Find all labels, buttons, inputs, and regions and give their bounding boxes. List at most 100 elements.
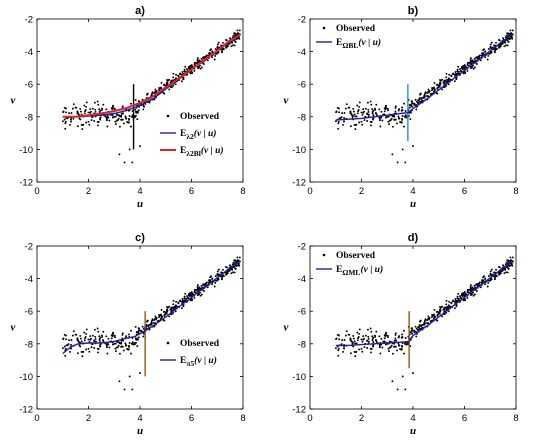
observed-point bbox=[494, 48, 497, 51]
observed-point bbox=[186, 68, 188, 71]
observed-point bbox=[372, 118, 375, 121]
observed-point bbox=[222, 268, 224, 271]
observed-point bbox=[369, 120, 372, 123]
observed-point bbox=[490, 41, 493, 44]
observed-point bbox=[384, 335, 387, 338]
observed-point bbox=[337, 349, 340, 352]
observed-point bbox=[414, 98, 417, 101]
observed-point bbox=[136, 118, 139, 121]
observed-point bbox=[151, 318, 154, 321]
observed-point bbox=[125, 344, 128, 347]
observed-point bbox=[409, 111, 412, 114]
observed-point bbox=[85, 348, 88, 351]
observed-point bbox=[80, 340, 83, 343]
observed-point bbox=[493, 51, 496, 54]
observed-point bbox=[403, 102, 405, 105]
observed-point bbox=[234, 33, 237, 35]
observed-point bbox=[371, 111, 374, 113]
observed-point bbox=[495, 41, 497, 44]
observed-point bbox=[408, 106, 411, 109]
observed-point bbox=[348, 106, 351, 109]
observed-point bbox=[498, 46, 500, 49]
observed-point bbox=[343, 347, 345, 350]
observed-point bbox=[498, 45, 501, 47]
observed-point bbox=[462, 72, 465, 75]
observed-point bbox=[350, 113, 353, 115]
observed-point bbox=[511, 256, 514, 259]
observed-point bbox=[136, 345, 139, 348]
observed-point bbox=[232, 271, 234, 274]
observed-point bbox=[419, 92, 422, 95]
observed-point bbox=[214, 281, 217, 284]
observed-point bbox=[447, 83, 450, 86]
observed-point bbox=[507, 40, 510, 43]
observed-point bbox=[130, 125, 132, 128]
observed-point bbox=[214, 275, 217, 278]
observed-point bbox=[158, 316, 160, 319]
observed-point bbox=[375, 330, 378, 333]
observed-point bbox=[437, 86, 440, 89]
observed-point bbox=[138, 327, 141, 330]
observed-point bbox=[355, 342, 358, 345]
observed-point bbox=[97, 330, 100, 333]
observed-point bbox=[343, 112, 346, 114]
x-tick-label: 2 bbox=[86, 413, 91, 424]
observed-point bbox=[236, 256, 239, 259]
observed-point bbox=[105, 335, 108, 338]
observed-point bbox=[98, 338, 101, 340]
observed-point bbox=[362, 335, 365, 338]
observed-point bbox=[406, 343, 409, 346]
observed-point bbox=[439, 309, 442, 312]
observed-point bbox=[237, 37, 240, 40]
observed-point bbox=[462, 294, 465, 297]
observed-point bbox=[94, 110, 97, 113]
observed-point bbox=[403, 352, 405, 355]
observed-point bbox=[116, 346, 119, 349]
observed-point bbox=[358, 348, 361, 351]
x-tick-label: 6 bbox=[189, 186, 194, 197]
observed-point bbox=[131, 342, 134, 344]
observed-point bbox=[90, 110, 92, 113]
observed-point bbox=[128, 148, 131, 151]
observed-point bbox=[148, 323, 151, 326]
observed-point bbox=[189, 294, 192, 297]
observed-point bbox=[394, 110, 397, 113]
observed-point bbox=[352, 107, 355, 110]
observed-point bbox=[200, 57, 203, 60]
observed-point bbox=[405, 116, 408, 119]
observed-point bbox=[358, 121, 361, 124]
observed-point bbox=[418, 324, 421, 327]
observed-point bbox=[343, 339, 346, 341]
observed-point bbox=[391, 352, 394, 355]
observed-point bbox=[80, 113, 83, 116]
observed-point bbox=[211, 56, 214, 59]
observed-point bbox=[184, 292, 187, 295]
observed-point bbox=[445, 76, 448, 79]
observed-point bbox=[366, 328, 369, 331]
observed-point bbox=[495, 268, 497, 271]
observed-point bbox=[102, 330, 105, 333]
observed-point bbox=[89, 335, 92, 338]
y-tick-label: -4 bbox=[298, 47, 306, 58]
plot-area bbox=[36, 18, 244, 183]
observed-point bbox=[355, 115, 358, 118]
observed-point bbox=[387, 347, 390, 350]
panel-title: c) bbox=[135, 232, 145, 244]
observed-point bbox=[387, 336, 389, 339]
y-tick-label: -12 bbox=[19, 405, 33, 416]
x-tick-label: 0 bbox=[307, 186, 312, 197]
observed-point bbox=[505, 44, 507, 47]
observed-point bbox=[370, 124, 372, 127]
observed-point bbox=[447, 305, 450, 308]
observed-point bbox=[357, 110, 359, 113]
observed-point bbox=[117, 344, 120, 347]
observed-point bbox=[221, 275, 224, 278]
observed-point bbox=[172, 84, 175, 87]
observed-point bbox=[85, 121, 88, 124]
observed-point bbox=[455, 73, 458, 76]
observed-point bbox=[72, 330, 75, 333]
observed-point bbox=[98, 335, 101, 338]
observed-point bbox=[341, 112, 344, 115]
x-tick-label: 0 bbox=[34, 413, 39, 424]
observed-point bbox=[353, 113, 356, 116]
